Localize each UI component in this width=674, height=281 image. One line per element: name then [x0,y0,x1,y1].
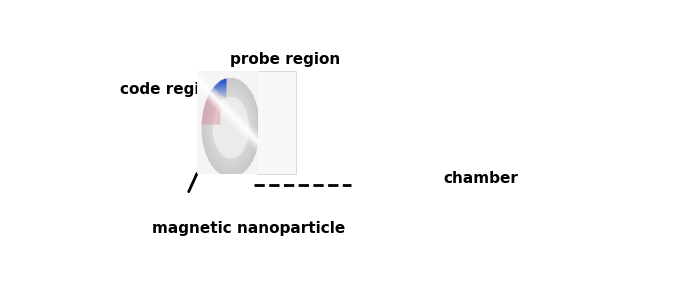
Text: code region: code region [120,83,221,98]
Text: magnetic nanoparticle: magnetic nanoparticle [152,221,345,236]
FancyBboxPatch shape [257,71,296,174]
Text: chamber: chamber [443,171,519,186]
Text: probe region: probe region [231,52,340,67]
